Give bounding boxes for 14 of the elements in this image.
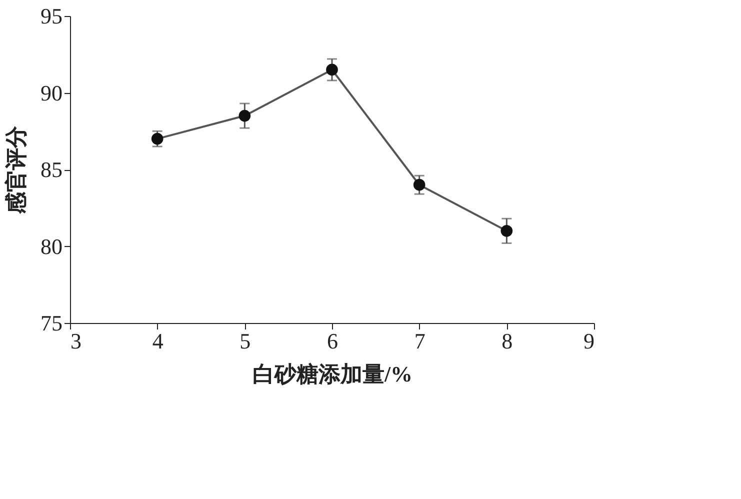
x-tick-label: 9 [584,328,594,354]
x-tick-label: 8 [502,328,513,354]
y-tick-label: 80 [40,234,62,259]
x-tick-label: 6 [327,328,338,354]
x-tick-label: 3 [70,328,82,354]
y-tick-label: 90 [40,80,62,106]
x-tick-label: 4 [152,328,164,354]
x-tick-label: 7 [414,328,426,354]
y-tick-label: 75 [40,310,62,336]
y-axis-title: 感官评分 [4,125,28,215]
x-axis-title: 白砂糖添加量/% [252,362,413,386]
y-tick-label: 85 [40,157,62,182]
y-tick-label: 95 [40,4,62,28]
x-tick-label: 5 [240,328,251,354]
